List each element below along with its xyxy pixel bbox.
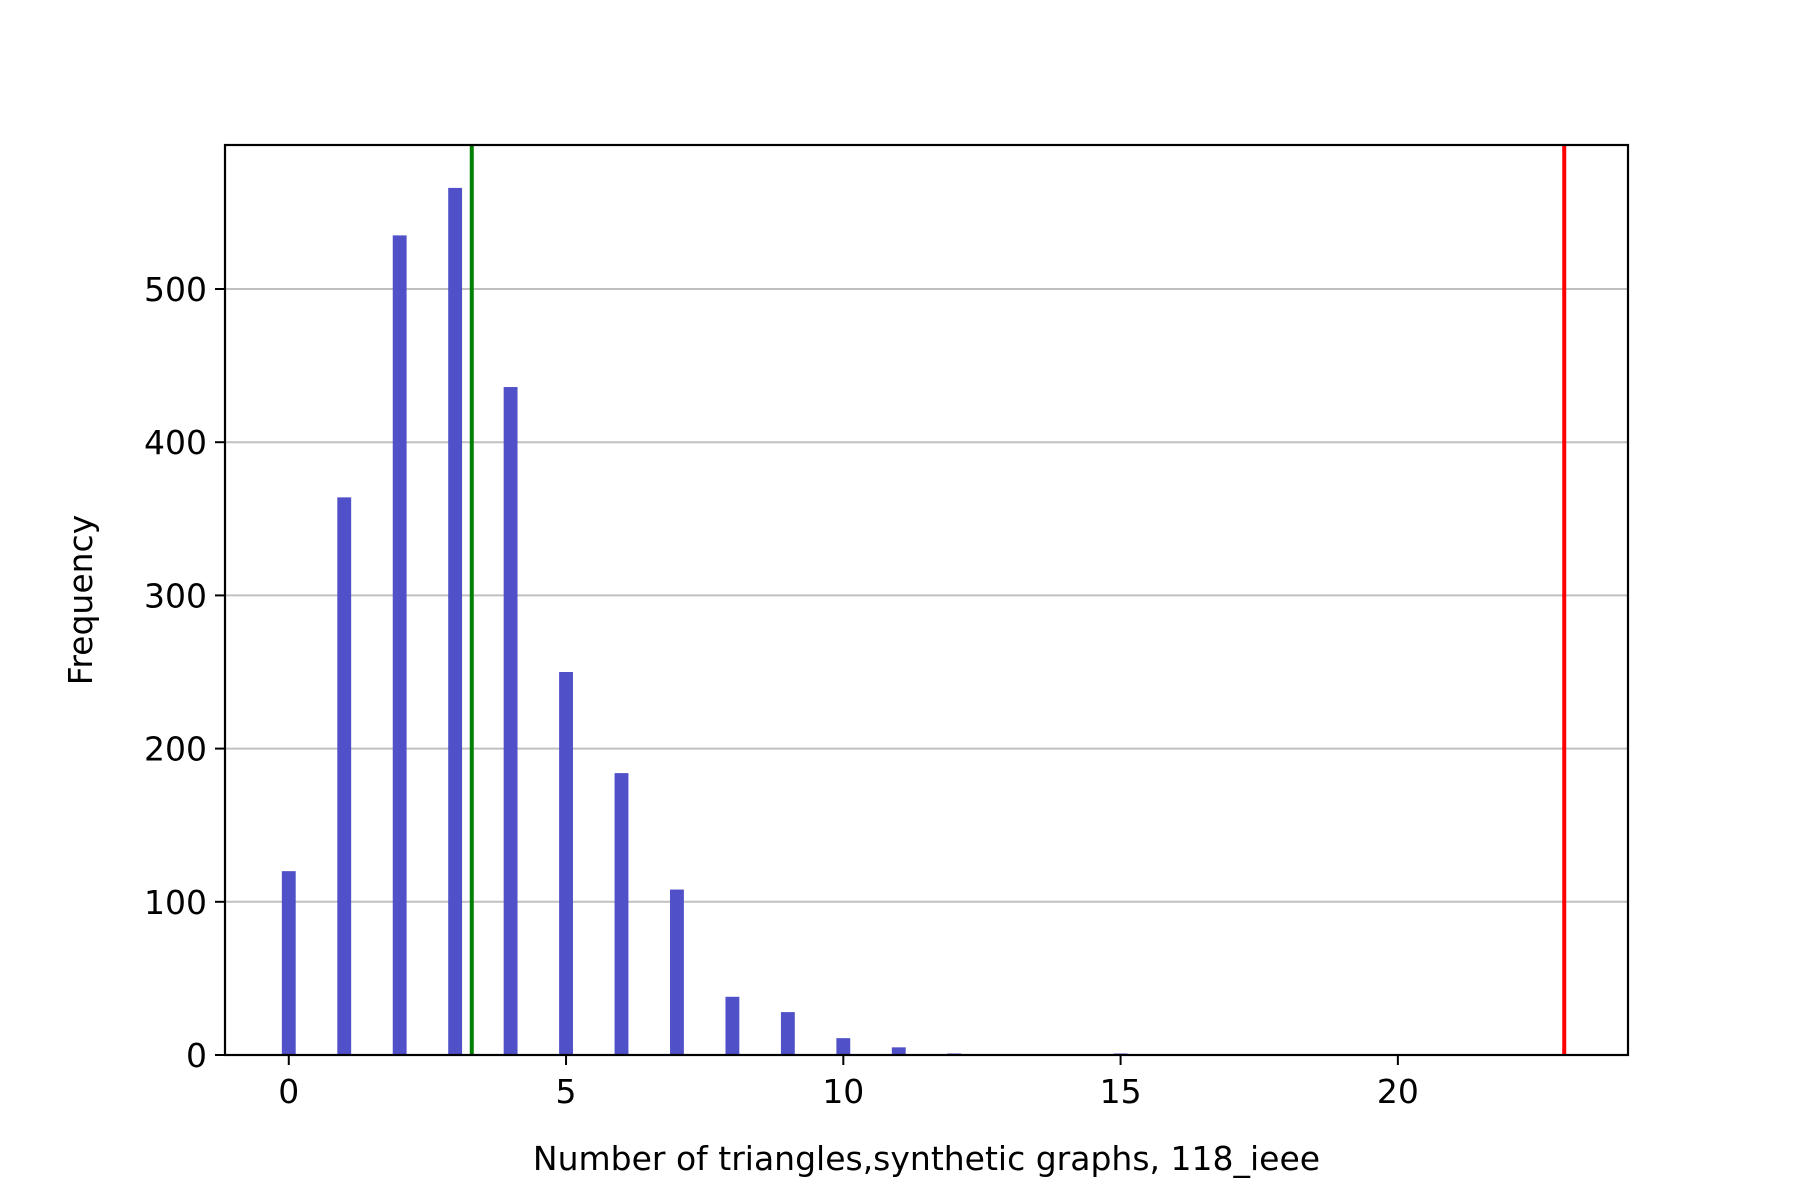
y-tick-label: 300 xyxy=(144,576,207,615)
grid-lines xyxy=(225,288,1628,903)
bar xyxy=(725,996,740,1055)
y-tick-label: 0 xyxy=(186,1036,207,1075)
bars xyxy=(281,187,1128,1056)
bar xyxy=(614,773,629,1055)
y-axis-ticks: 0 100 200 300 400 500 xyxy=(144,270,225,1075)
y-tick-label: 200 xyxy=(144,730,207,769)
y-tick-label: 400 xyxy=(144,423,207,462)
x-tick-label: 0 xyxy=(278,1072,299,1111)
y-axis-label: Frequency xyxy=(61,515,100,685)
x-tick-label: 20 xyxy=(1377,1072,1419,1111)
x-axis-ticks: 0 5 10 15 20 xyxy=(278,1055,1419,1111)
x-tick-label: 10 xyxy=(822,1072,864,1111)
bar xyxy=(559,672,573,1055)
bar xyxy=(503,387,518,1056)
bar xyxy=(891,1047,906,1055)
x-tick-label: 15 xyxy=(1100,1072,1142,1111)
bar xyxy=(780,1012,795,1055)
y-tick-label: 100 xyxy=(144,883,207,922)
y-tick-label: 500 xyxy=(144,270,207,309)
reference-lines xyxy=(469,145,1567,1055)
x-tick-label: 5 xyxy=(556,1072,577,1111)
bar xyxy=(392,235,407,1055)
bar xyxy=(337,497,352,1055)
bar xyxy=(670,889,684,1055)
bar xyxy=(281,871,296,1055)
plot-frame xyxy=(223,143,1630,1057)
bar xyxy=(448,187,463,1055)
bar xyxy=(836,1038,851,1055)
x-axis-label: Number of triangles,synthetic graphs, 11… xyxy=(533,1139,1320,1178)
